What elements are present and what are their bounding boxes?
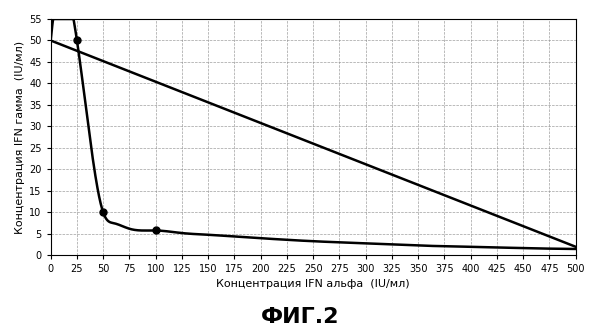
X-axis label: Концентрация IFN альфа  (IU/мл): Концентрация IFN альфа (IU/мл) bbox=[217, 279, 410, 289]
Text: ФИГ.2: ФИГ.2 bbox=[261, 307, 339, 327]
Y-axis label: Концентрация IFN гамма  (IU/мл): Концентрация IFN гамма (IU/мл) bbox=[15, 41, 25, 234]
